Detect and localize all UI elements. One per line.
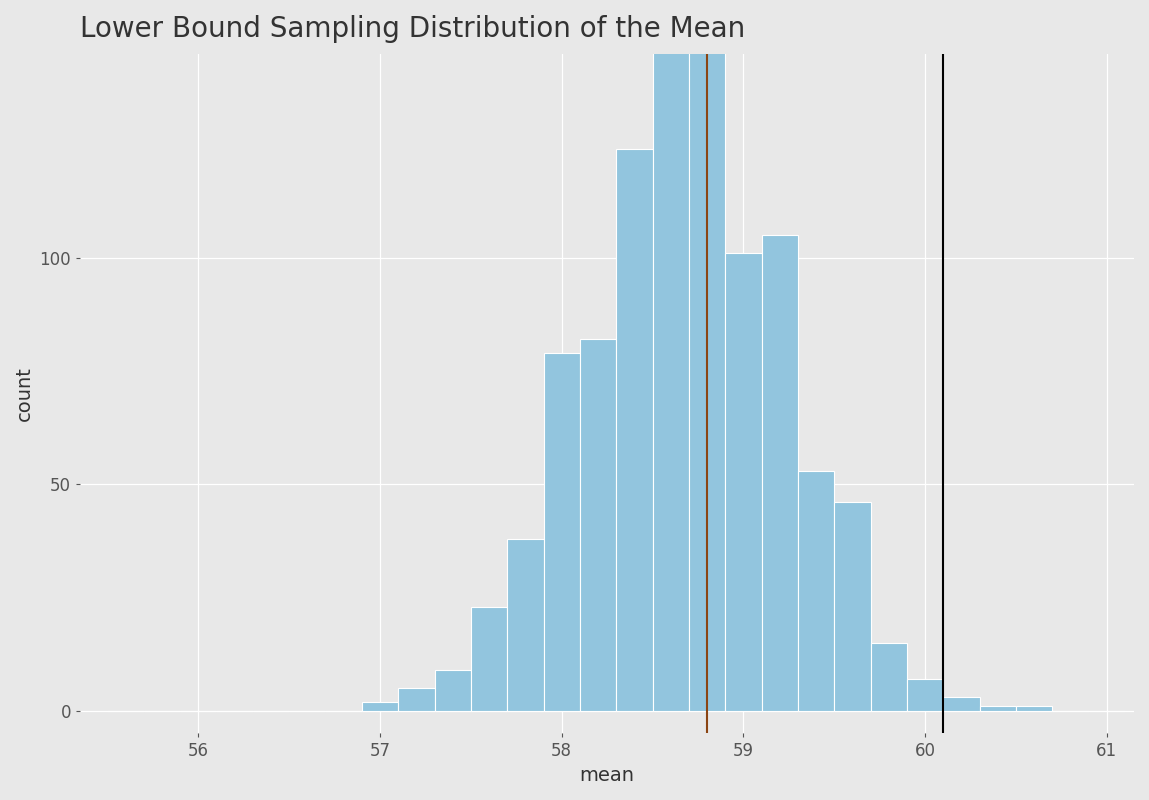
Bar [434, 670, 471, 710]
Bar [399, 688, 434, 710]
Bar [725, 253, 762, 710]
Bar [580, 339, 616, 710]
Y-axis label: count: count [15, 366, 34, 421]
Bar [762, 235, 797, 710]
Bar [543, 353, 580, 710]
Bar [471, 606, 507, 710]
Bar [616, 149, 653, 710]
Bar [689, 40, 725, 710]
Bar [943, 697, 980, 710]
Bar [980, 706, 1016, 710]
Bar [507, 538, 543, 710]
X-axis label: mean: mean [579, 766, 634, 785]
Bar [362, 702, 399, 710]
Text: Lower Bound Sampling Distribution of the Mean: Lower Bound Sampling Distribution of the… [80, 15, 746, 43]
Bar [797, 470, 834, 710]
Bar [834, 502, 871, 710]
Bar [871, 642, 907, 710]
Bar [907, 679, 943, 710]
Bar [653, 0, 689, 710]
Bar [1016, 706, 1052, 710]
